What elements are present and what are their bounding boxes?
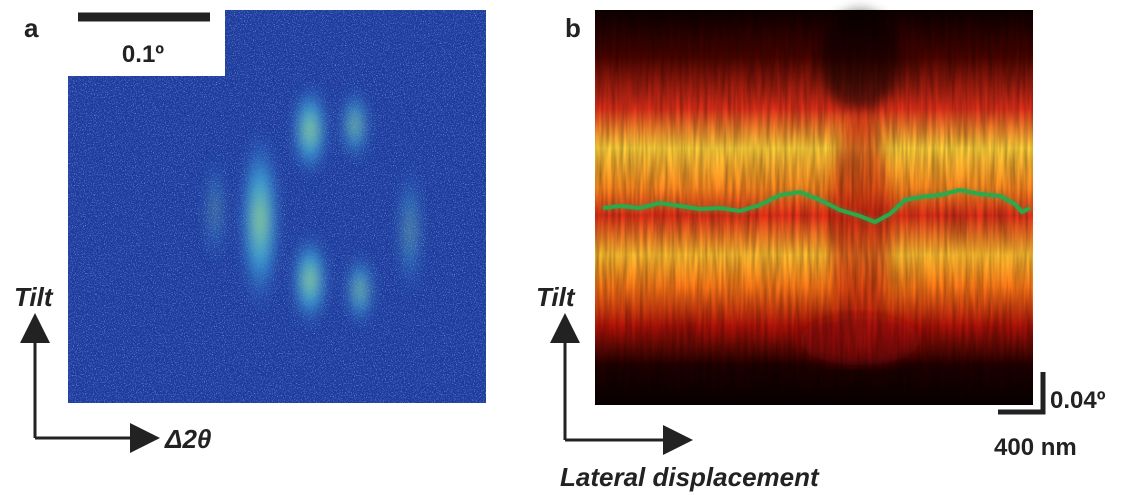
scale-bar	[998, 372, 1046, 415]
panel-b-image	[595, 10, 1033, 405]
scale-label: 0.04º	[1050, 387, 1106, 414]
panel-label: a	[24, 13, 39, 43]
x-axis-label: Δ2θ	[164, 424, 211, 454]
x-axis-label: Lateral displacement	[560, 462, 820, 492]
y-axis-label: Tilt	[14, 282, 54, 312]
y-axis-label: Tilt	[536, 282, 576, 312]
scale-label: 0.1º	[122, 41, 164, 68]
panel-label: b	[565, 13, 581, 43]
scale-label: 400 nm	[994, 434, 1077, 461]
panel-a-image	[68, 0, 486, 403]
